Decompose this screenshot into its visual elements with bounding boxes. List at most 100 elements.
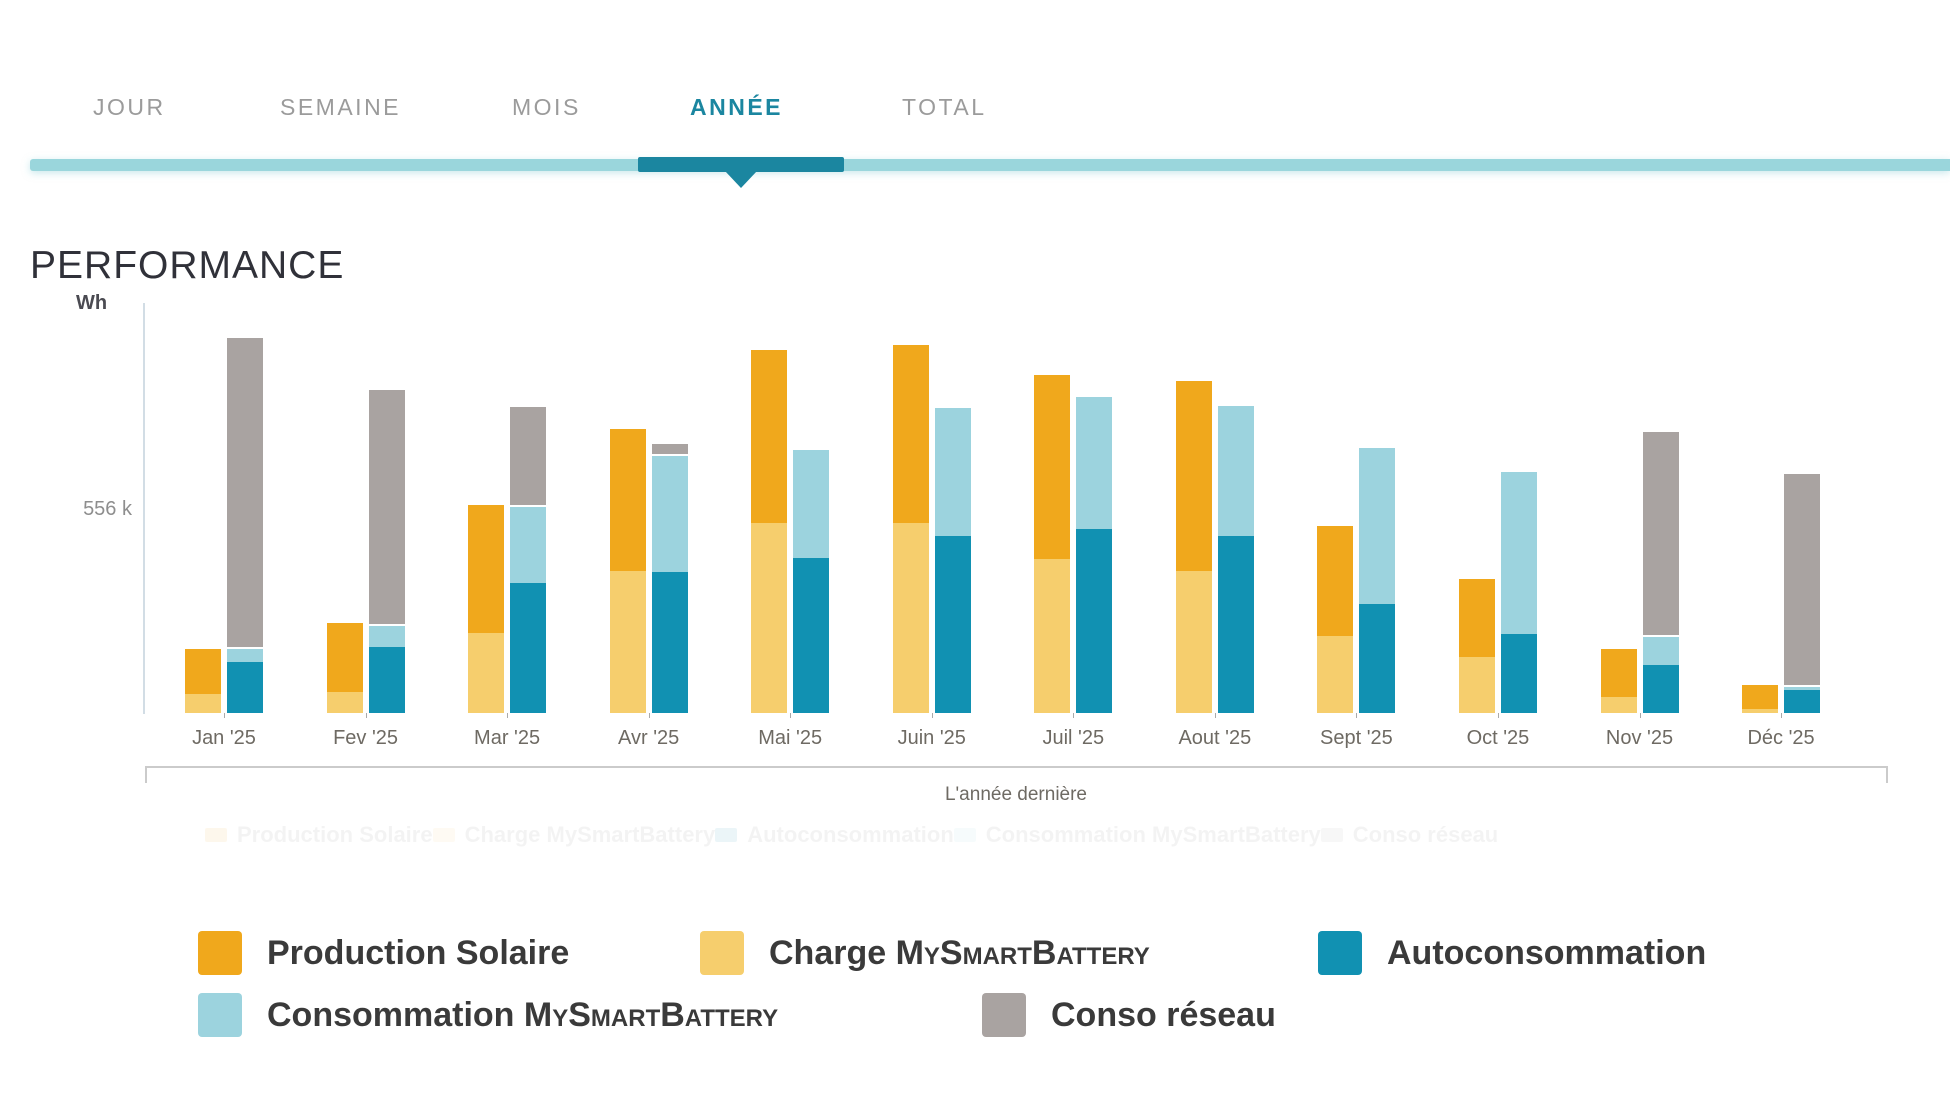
legend-item-autoconsommation[interactable]: Autoconsommation [1318,931,1706,975]
x-axis-tick [1356,713,1358,718]
faded-legend-swatch [715,828,738,842]
legend-swatch-consommation-mysmartbattery [198,993,242,1037]
bar-segment-consommation-mysmartbattery-juin-25[interactable] [934,406,971,536]
legend-swatch-production-solaire [198,931,242,975]
faded-inline-legend: Production Solaire Charge MySmartBattery A… [205,822,1498,848]
x-axis-label-nov-25: Nov '25 [1605,727,1674,749]
legend-item-production-solaire[interactable]: Production Solaire [198,931,569,975]
bar-segment-autoconsommation-mai-25[interactable] [793,558,830,713]
faded-legend-item-autoconsommation: Autoconsommation [715,822,954,848]
x-axis-label-jan-25: Jan '25 [192,727,256,749]
brand-name-smallcaps: MySmartBattery [523,995,779,1034]
faded-legend-label: Charge MySmartBattery [464,822,716,847]
brand-name-smallcaps: MySmartBattery [895,933,1150,972]
bar-segment-charge-mysmartbattery-oct-25[interactable] [1458,657,1495,713]
bar-segment-conso-r-seau-avr-25[interactable] [651,442,688,454]
bar-segment-charge-mysmartbattery-d-c-25[interactable] [1742,709,1779,713]
bar-segment-autoconsommation-aout-25[interactable] [1217,536,1254,713]
bar-segment-production-solaire-sept-25[interactable] [1317,524,1354,636]
legend-swatch-autoconsommation [1318,931,1362,975]
bar-segment-conso-r-seau-mar-25[interactable] [510,405,547,505]
tab-jour[interactable]: JOUR [93,94,166,120]
bar-segment-autoconsommation-juil-25[interactable] [1076,529,1113,713]
bar-segment-charge-mysmartbattery-jan-25[interactable] [185,694,221,713]
x-axis-tick [1497,713,1499,718]
y-axis-unit-label: Wh [76,292,108,314]
x-axis-label-fev-25: Fev '25 [333,727,399,749]
tab-mois[interactable]: MOIS [512,94,581,120]
bar-segment-consommation-mysmartbattery-oct-25[interactable] [1500,470,1537,634]
faded-legend-swatch [205,828,227,842]
bar-segment-autoconsommation-oct-25[interactable] [1500,634,1537,713]
bar-segment-production-solaire-oct-25[interactable] [1458,577,1495,657]
legend-label-autoconsommation: Autoconsommation [1387,933,1707,972]
bar-segment-autoconsommation-juin-25[interactable] [934,536,971,713]
bar-segment-charge-mysmartbattery-avr-25[interactable] [609,571,646,713]
x-axis-tick [1781,713,1783,718]
bar-segment-conso-r-seau-fev-25[interactable] [368,388,405,624]
bar-segment-production-solaire-avr-25[interactable] [609,427,646,571]
y-axis-line [143,303,145,714]
x-axis-range-bracket [145,766,1888,784]
bar-segment-production-solaire-d-c-25[interactable] [1742,683,1779,709]
bar-segment-production-solaire-aout-25[interactable] [1175,379,1212,571]
legend-item-consommation-mysmartbattery[interactable]: Consommation MySmartBattery [198,993,778,1037]
bar-segment-consommation-mysmartbattery-d-c-25[interactable] [1784,685,1821,690]
bar-segment-consommation-mysmartbattery-aout-25[interactable] [1217,404,1254,536]
bar-segment-consommation-mysmartbattery-juil-25[interactable] [1076,395,1113,529]
bar-segment-consommation-mysmartbattery-mar-25[interactable] [510,505,547,583]
tab-ann-e[interactable]: ANNÉE [690,94,784,120]
faded-legend-label: Autoconsommation [747,822,954,847]
bar-segment-conso-r-seau-d-c-25[interactable] [1784,472,1821,685]
bar-segment-consommation-mysmartbattery-fev-25[interactable] [368,624,405,647]
bar-segment-production-solaire-mai-25[interactable] [751,348,788,523]
x-axis-label-mai-25: Mai '25 [758,727,823,749]
bar-segment-production-solaire-mar-25[interactable] [468,503,505,633]
bar-segment-charge-mysmartbattery-aout-25[interactable] [1175,571,1212,713]
bar-segment-conso-r-seau-jan-25[interactable] [227,336,263,647]
bar-segment-charge-mysmartbattery-juil-25[interactable] [1034,559,1071,713]
bar-segment-autoconsommation-fev-25[interactable] [368,647,405,713]
bar-segment-autoconsommation-nov-25[interactable] [1642,665,1679,713]
bar-segment-production-solaire-juil-25[interactable] [1034,373,1071,559]
bar-segment-production-solaire-jan-25[interactable] [185,647,221,694]
legend-item-charge-mysmartbattery[interactable]: Charge MySmartBattery [700,931,1150,975]
bar-segment-charge-mysmartbattery-mai-25[interactable] [751,523,788,713]
bar-segment-conso-r-seau-nov-25[interactable] [1642,430,1679,635]
bar-segment-production-solaire-nov-25[interactable] [1600,647,1637,697]
x-axis-tick [790,713,792,718]
legend-item-conso-r-seau[interactable]: Conso réseau [982,993,1276,1037]
bar-segment-autoconsommation-jan-25[interactable] [227,662,263,713]
bar-segment-charge-mysmartbattery-nov-25[interactable] [1600,697,1637,713]
x-axis-tick [1639,713,1641,718]
faded-legend-item-conso-r-seau: Conso réseau [1320,822,1498,848]
faded-legend-swatch [432,828,455,842]
bar-segment-charge-mysmartbattery-sept-25[interactable] [1317,636,1354,713]
x-axis-label-oct-25: Oct '25 [1466,727,1530,749]
bar-segment-consommation-mysmartbattery-sept-25[interactable] [1359,446,1396,604]
bar-segment-charge-mysmartbattery-juin-25[interactable] [892,523,929,713]
tabbar-active-indicator [638,157,844,172]
x-axis-label-sept-25: Sept '25 [1320,727,1393,749]
bar-segment-consommation-mysmartbattery-nov-25[interactable] [1642,635,1679,665]
x-axis-label-mar-25: Mar '25 [474,727,541,749]
bar-segment-production-solaire-juin-25[interactable] [892,343,929,523]
bar-segment-charge-mysmartbattery-mar-25[interactable] [468,633,505,713]
bar-segment-autoconsommation-d-c-25[interactable] [1784,690,1821,713]
page-title: PERFORMANCE [30,244,345,288]
bar-segment-charge-mysmartbattery-fev-25[interactable] [326,692,363,713]
faded-legend-label: Consommation MySmartBattery [985,822,1321,847]
bar-segment-consommation-mysmartbattery-jan-25[interactable] [227,647,263,662]
x-axis-label-avr-25: Avr '25 [618,727,680,749]
bar-segment-autoconsommation-avr-25[interactable] [651,572,688,713]
tab-total[interactable]: TOTAL [902,94,987,120]
faded-legend-swatch [1320,828,1343,842]
bar-segment-autoconsommation-sept-25[interactable] [1359,604,1396,713]
x-axis-label-aout-25: Aout '25 [1178,727,1252,749]
bar-segment-consommation-mysmartbattery-avr-25[interactable] [651,454,688,572]
bar-segment-autoconsommation-mar-25[interactable] [510,583,547,713]
bar-segment-consommation-mysmartbattery-mai-25[interactable] [793,448,830,558]
bar-segment-production-solaire-fev-25[interactable] [326,621,363,692]
tab-semaine[interactable]: SEMAINE [280,94,402,120]
